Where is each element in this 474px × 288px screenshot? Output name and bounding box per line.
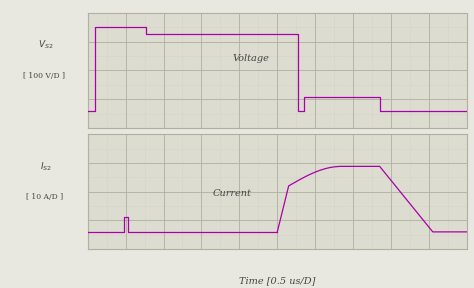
Text: Voltage: Voltage xyxy=(232,54,269,63)
Text: [ 100 V/D ]: [ 100 V/D ] xyxy=(23,72,65,80)
Text: $\mathit{V}_{S2}$: $\mathit{V}_{S2}$ xyxy=(38,39,54,51)
Text: $\mathit{I}_{S2}$: $\mathit{I}_{S2}$ xyxy=(40,160,52,173)
Text: Current: Current xyxy=(212,190,251,198)
Text: [ 10 A/D ]: [ 10 A/D ] xyxy=(26,194,63,201)
Text: Time [0.5 us/D]: Time [0.5 us/D] xyxy=(239,276,316,285)
